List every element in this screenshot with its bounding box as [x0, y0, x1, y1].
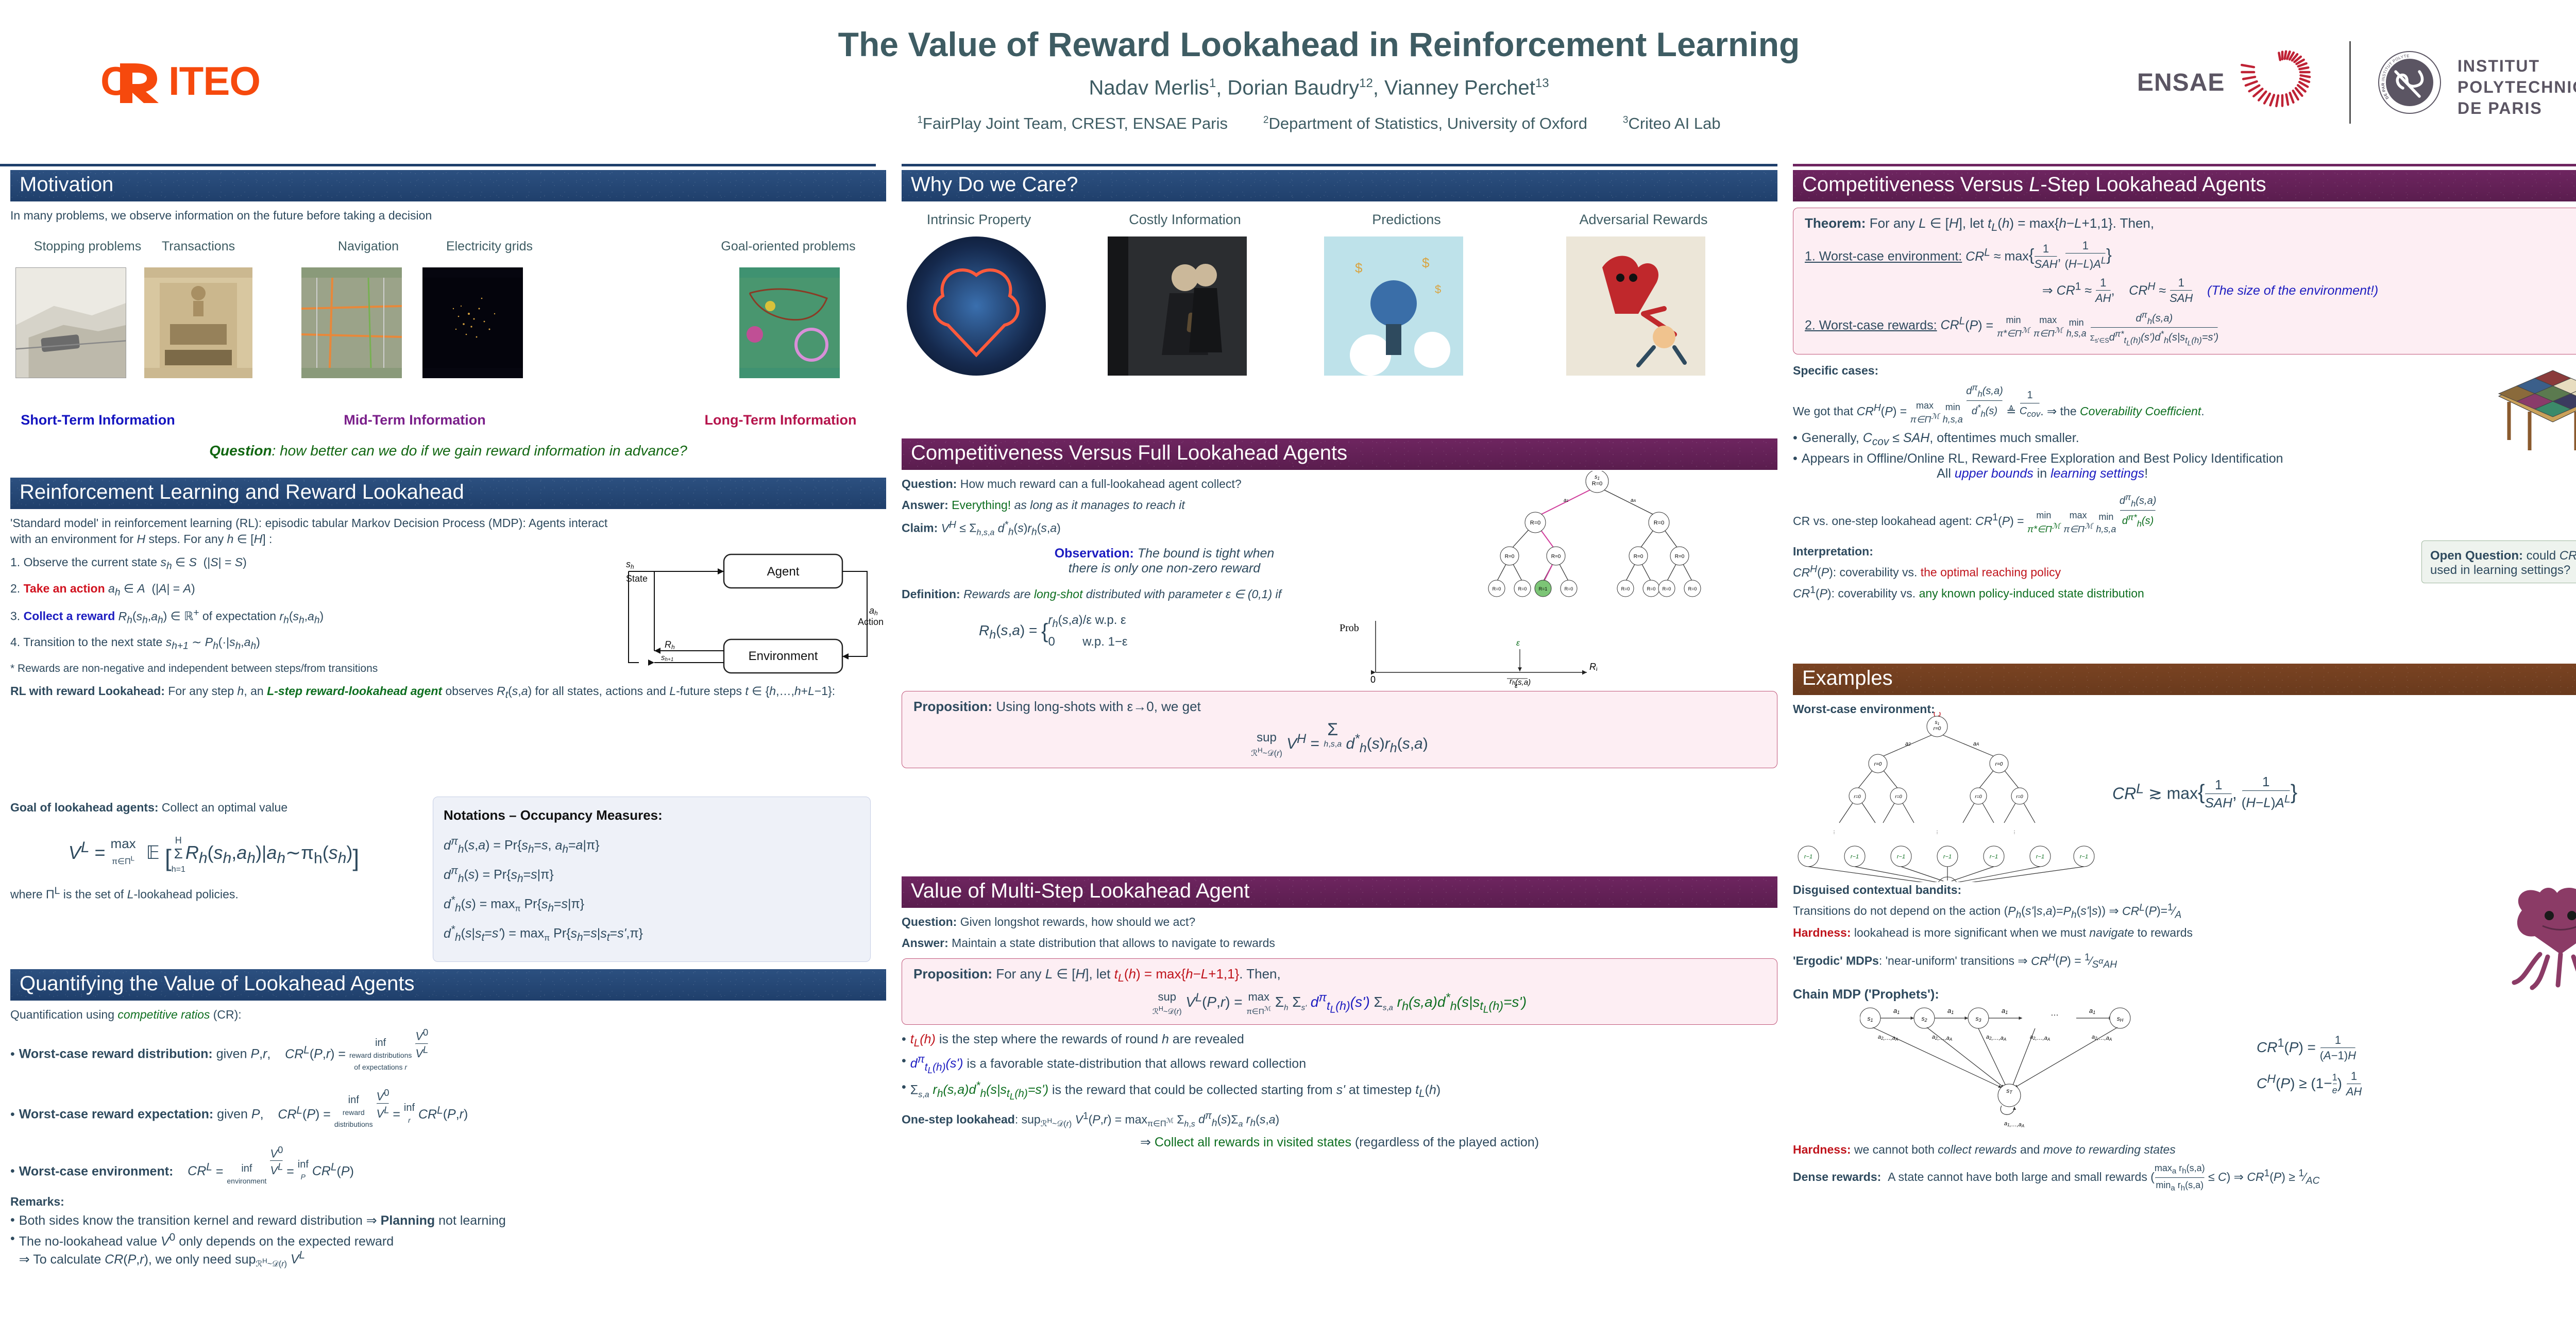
svg-text:ah: ah	[869, 605, 878, 617]
svg-text:Rh: Rh	[665, 639, 675, 651]
svg-text:R=0: R=0	[1493, 586, 1501, 591]
svg-text:R=0: R=0	[1621, 586, 1630, 591]
svg-text:R=0: R=0	[1565, 586, 1573, 591]
svg-text:a2,…,aA: a2,…,aA	[1932, 1034, 1952, 1042]
svg-text:r−1: r−1	[1943, 854, 1952, 860]
svg-text:r−1: r−1	[1897, 854, 1905, 860]
svg-text:sh+1: sh+1	[661, 653, 673, 663]
svg-text:a2,…,aA: a2,…,aA	[2030, 1034, 2050, 1042]
svg-text:State: State	[626, 573, 648, 584]
svg-text:aA: aA	[1631, 498, 1636, 503]
svg-text:R=0: R=0	[1647, 586, 1656, 591]
svg-text:r−1: r−1	[2036, 854, 2044, 860]
svg-text:$: $	[1422, 255, 1430, 270]
svg-text:ε: ε	[1515, 682, 1518, 688]
svg-text:r=0: r=0	[1975, 794, 1981, 799]
svg-text:R=0: R=0	[1688, 586, 1697, 591]
svg-text:r=0: r=0	[1934, 726, 1941, 732]
svg-text:Agent: Agent	[767, 565, 800, 579]
svg-text:r−1: r−1	[1990, 854, 1998, 860]
svg-text:r−1: r−1	[1804, 854, 1812, 860]
svg-text:a1: a1	[2089, 1007, 2095, 1015]
svg-text:$: $	[1435, 283, 1441, 296]
svg-text:a2,…,aA: a2,…,aA	[1986, 1034, 2006, 1042]
svg-text:a1: a1	[1947, 1007, 1954, 1015]
svg-text:a1,…,aA: a1,…,aA	[2004, 1121, 2024, 1128]
svg-text:⋮: ⋮	[2012, 830, 2016, 835]
svg-text:a1: a1	[2002, 1007, 2008, 1015]
svg-text:r=0: r=0	[1995, 762, 2003, 767]
svg-text:aA: aA	[1973, 741, 1979, 747]
svg-text:…: …	[2050, 1009, 2059, 1018]
svg-text:$: $	[1355, 260, 1363, 276]
svg-text:R=0: R=0	[1663, 586, 1671, 591]
svg-text:R=0: R=0	[1530, 520, 1541, 526]
svg-text:a1: a1	[1893, 1007, 1900, 1015]
svg-text:r−1: r−1	[2080, 854, 2088, 860]
svg-text:R=0: R=0	[1654, 520, 1665, 526]
svg-text:a1: a1	[1564, 498, 1569, 503]
svg-text:r=0: r=0	[1854, 794, 1860, 799]
svg-text:R=0: R=0	[1675, 554, 1685, 560]
svg-text:r=0: r=0	[1874, 762, 1882, 767]
svg-text:sh: sh	[626, 559, 634, 570]
svg-text:a2: a2	[1905, 741, 1911, 747]
svg-text:R=0: R=0	[1518, 586, 1527, 591]
svg-text:⋮: ⋮	[1935, 830, 1939, 835]
svg-text:R=0: R=0	[1634, 554, 1643, 560]
svg-text:0: 0	[1370, 674, 1376, 685]
svg-text:R=0: R=0	[1592, 481, 1603, 487]
svg-text:⋮: ⋮	[1832, 830, 1836, 835]
svg-text:Prob: Prob	[1340, 622, 1359, 634]
svg-text:r=0: r=0	[2016, 794, 2023, 799]
svg-text:R=1: R=1	[1539, 586, 1548, 591]
svg-text:r=0: r=0	[1895, 794, 1902, 799]
svg-text:Action: Action	[858, 617, 884, 627]
svg-text:r−1: r−1	[1851, 854, 1859, 860]
svg-text:ε: ε	[1516, 639, 1520, 648]
svg-text:Rh(s,a): Rh(s,a)	[1589, 662, 1597, 673]
svg-text:R=0: R=0	[1505, 554, 1515, 560]
svg-text:R=0: R=0	[1551, 554, 1561, 560]
svg-text:Environment: Environment	[749, 649, 818, 663]
